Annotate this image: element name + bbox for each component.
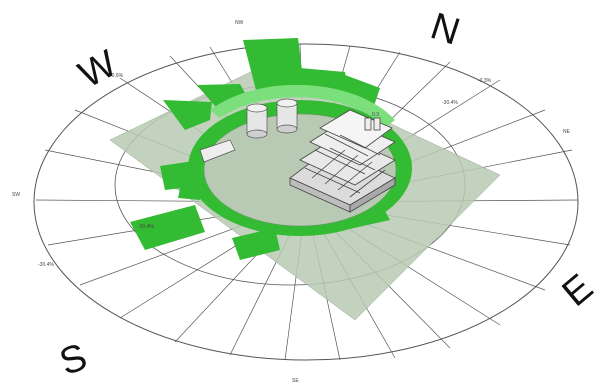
small-structure: [199, 139, 236, 163]
label-top-small: 0.3: [372, 112, 379, 118]
label-right-upper: -0.3%: [478, 78, 492, 84]
compass-north: N: [426, 5, 465, 53]
label-right-ne: NE: [563, 129, 571, 135]
label-left-upper: -0.6%: [110, 73, 124, 79]
label-nnw: NW: [235, 20, 244, 26]
light-green-band: [210, 84, 395, 128]
compass-east: E: [555, 266, 601, 314]
cylinder-towers: [246, 98, 298, 139]
compass-south: S: [54, 336, 92, 384]
label-left-lower: -30.4%: [38, 262, 54, 268]
label-right-mid: -30.4%: [442, 100, 458, 106]
label-bottom: SE: [292, 378, 299, 384]
stepped-building: [289, 109, 396, 213]
label-sw: SW: [12, 192, 20, 198]
label-left-mid: -30.4%: [138, 224, 154, 230]
